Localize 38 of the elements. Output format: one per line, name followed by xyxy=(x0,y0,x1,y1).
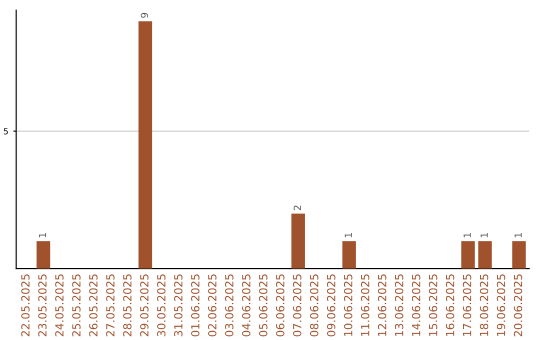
x-tick-label: 03.06.2025 xyxy=(225,274,234,336)
x-tick-label: 14.06.2025 xyxy=(412,274,420,336)
x-tick-label: 25.05.2025 xyxy=(72,274,81,336)
x-tick-label: 23.05.2025 xyxy=(38,274,47,336)
data-label: 2 xyxy=(294,206,301,210)
x-tick-label: 11.06.2025 xyxy=(360,274,370,336)
x-tick-label: 29.05.2025 xyxy=(140,274,149,336)
x-tick-label: 20.06.2025 xyxy=(514,274,522,336)
data-label: 1 xyxy=(38,233,46,238)
x-tick-label: 17.06.2025 xyxy=(462,274,472,336)
x-tick-label: 18.06.2025 xyxy=(480,274,488,336)
x-tick-label: 31.05.2025 xyxy=(174,274,182,336)
x-tick-label: 04.06.2025 xyxy=(242,274,250,336)
x-tick-label: 22.05.2025 xyxy=(21,274,30,336)
x-tick-label: 30.05.2025 xyxy=(157,274,166,336)
x-tick-label: 12.06.2025 xyxy=(378,274,386,336)
data-label: 1 xyxy=(480,233,488,238)
data-label: 1 xyxy=(464,233,471,238)
x-tick-label: 13.06.2025 xyxy=(394,274,404,336)
x-tick-label: 10.06.2025 xyxy=(344,274,352,336)
x-tick-label: 19.06.2025 xyxy=(496,274,506,336)
x-tick-label: 15.06.2025 xyxy=(428,274,438,336)
x-tick-label: 09.06.2025 xyxy=(326,274,336,336)
x-tick-label: 24.05.2025 xyxy=(55,274,64,336)
x-tick-label: 28.05.2025 xyxy=(123,274,132,336)
x-tick-label: 06.06.2025 xyxy=(276,274,284,336)
x-tick-label: 05.06.2025 xyxy=(259,274,268,336)
y-tick-label: 5 xyxy=(4,128,8,134)
x-tick-label: 08.06.2025 xyxy=(310,274,318,336)
x-tick-label: 26.05.2025 xyxy=(89,274,98,336)
x-tick-label: 02.06.2025 xyxy=(208,274,216,336)
data-label: 1 xyxy=(514,233,522,238)
x-tick-label: 01.06.2025 xyxy=(191,274,200,336)
data-label: 9 xyxy=(140,12,148,18)
x-tick-label: 27.05.2025 xyxy=(106,274,115,336)
data-label: 1 xyxy=(344,233,352,238)
x-tick-label: 16.06.2025 xyxy=(446,274,454,336)
x-tick-label: 07.06.2025 xyxy=(293,274,302,336)
